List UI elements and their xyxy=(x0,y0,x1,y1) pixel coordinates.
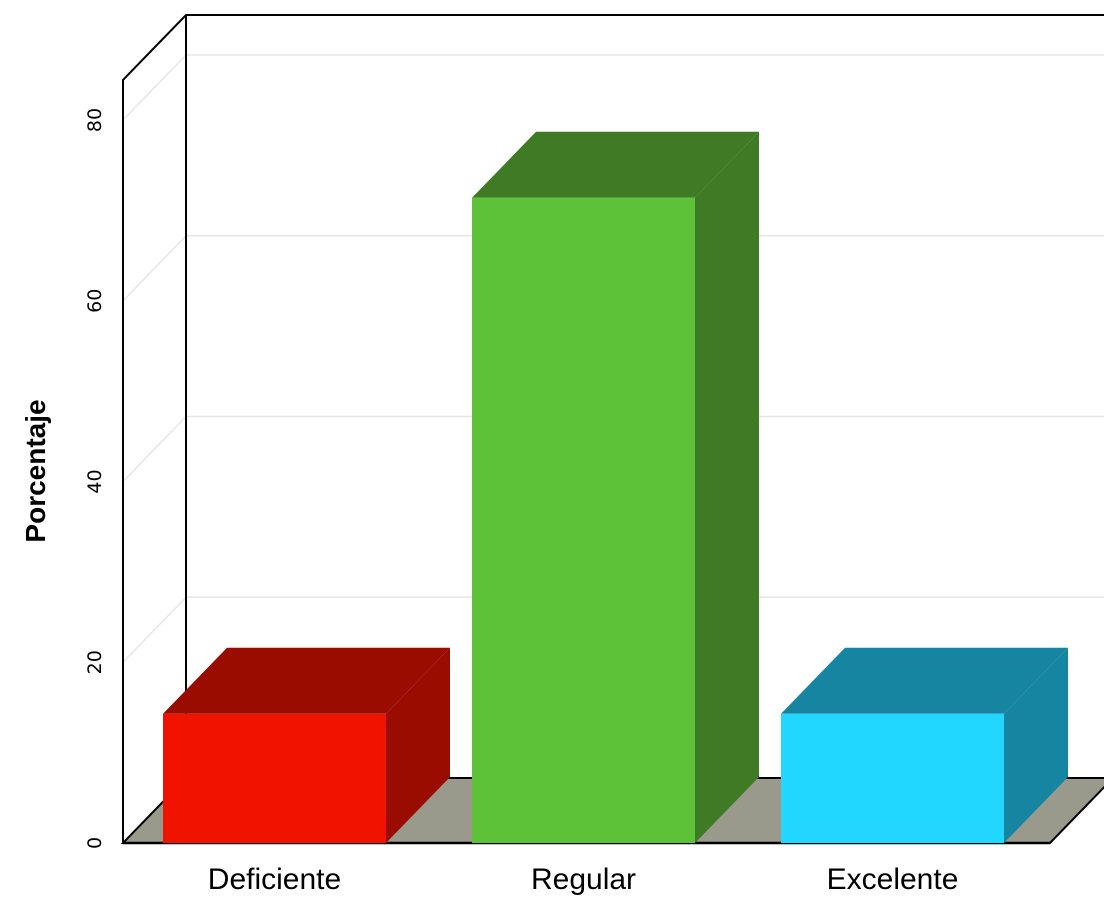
gridline-wall xyxy=(122,596,187,663)
bar-front-face xyxy=(781,713,1004,843)
bar-side-face xyxy=(1004,647,1068,843)
bar-top-face xyxy=(472,131,759,198)
bar-top-face xyxy=(781,647,1068,714)
y-tick-label: 0 xyxy=(84,837,106,849)
bar-side-face xyxy=(386,647,450,843)
bar-regular xyxy=(472,131,759,843)
x-tick-label: Deficiente xyxy=(208,863,341,896)
y-tick-label: 40 xyxy=(84,469,106,493)
y-tick-label: 60 xyxy=(84,289,106,313)
bar-front-face xyxy=(163,713,386,843)
bar-side-face xyxy=(695,131,759,843)
x-tick-label: Regular xyxy=(531,863,636,896)
frame-left-wall xyxy=(122,14,1104,843)
bar-excelente xyxy=(781,647,1068,843)
gridline-wall xyxy=(122,235,187,302)
bar-deficiente xyxy=(163,647,450,843)
gridline-wall xyxy=(122,54,187,121)
x-category-labels: Deficiente Regular Excelente xyxy=(208,863,959,896)
y-tick-label: 80 xyxy=(84,108,106,132)
x-tick-label: Excelente xyxy=(827,863,959,896)
y-tick-label: 20 xyxy=(84,650,106,674)
y-axis-title: Porcentaje xyxy=(20,399,51,542)
y-tick-labels: 0 20 40 60 80 xyxy=(84,108,106,849)
bar-front-face xyxy=(472,197,695,843)
bars xyxy=(163,131,1068,843)
bar-top-face xyxy=(163,647,450,714)
gridline-wall xyxy=(122,415,187,483)
